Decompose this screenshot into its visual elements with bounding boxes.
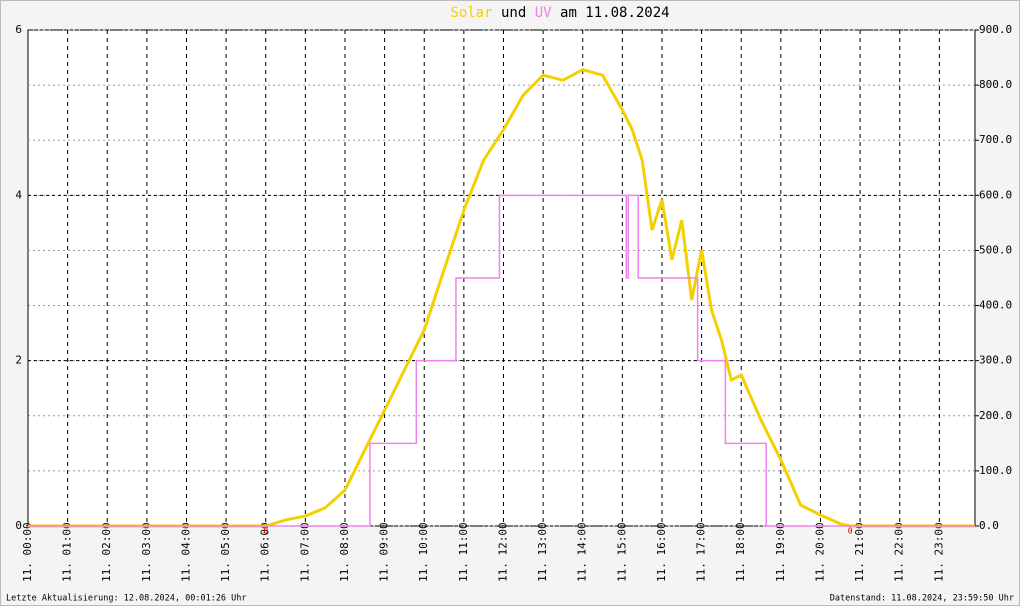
y2-tick-label: 800.0 xyxy=(979,78,1012,91)
series-line xyxy=(28,68,975,528)
chart-title: Solar und UV am 11.08.2024 xyxy=(450,5,669,21)
y-tick-label: 4 xyxy=(15,188,22,201)
plot-area xyxy=(27,29,976,527)
title-solar: Solar xyxy=(450,5,492,21)
x-tick-label: 11. 03:00 xyxy=(140,522,153,582)
x-tick-label: 11. 14:00 xyxy=(576,522,589,582)
x-tick-label: 11. 10:00 xyxy=(417,522,430,582)
y2-tick-label: 500.0 xyxy=(979,243,1012,256)
x-tick-label: 11. 16:00 xyxy=(655,522,668,582)
title-uv: UV xyxy=(535,5,552,21)
title-word: und xyxy=(501,5,526,21)
x-tick-label: 11. 19:00 xyxy=(774,522,787,582)
x-tick-label: 11. 12:00 xyxy=(496,522,509,582)
annotation: 0 xyxy=(263,527,268,536)
x-tick-label: 11. 17:00 xyxy=(695,522,708,582)
y2-tick-label: 900.0 xyxy=(979,23,1012,36)
y-tick-label: 6 xyxy=(15,23,22,36)
x-tick-label: 11. 01:00 xyxy=(61,522,74,582)
y2-tick-label: 700.0 xyxy=(979,133,1012,146)
x-tick-label: 11. 08:00 xyxy=(338,522,351,582)
y2-tick-label: 600.0 xyxy=(979,188,1012,201)
series-line xyxy=(28,194,975,527)
x-tick-label: 11. 15:00 xyxy=(615,522,628,582)
y-tick-label: 2 xyxy=(15,354,22,367)
footer-right: Datenstand: 11.08.2024, 23:59:50 Uhr xyxy=(830,594,1014,604)
annotation: 0 xyxy=(848,527,853,536)
y2-tick-label: 400.0 xyxy=(979,299,1012,312)
y-tick-label: 0 xyxy=(15,519,22,532)
y2-tick-label: 100.0 xyxy=(979,464,1012,477)
x-tick-label: 11. 07:00 xyxy=(298,522,311,582)
x-tick-label: 11. 04:00 xyxy=(179,522,192,582)
x-tick-label: 11. 00:00 xyxy=(21,522,34,582)
x-tick-label: 11. 09:00 xyxy=(378,522,391,582)
x-tick-label: 11. 11:00 xyxy=(457,522,470,582)
footer-left: Letzte Aktualisierung: 12.08.2024, 00:01… xyxy=(6,594,247,604)
y2-tick-label: 200.0 xyxy=(979,409,1012,422)
x-tick-label: 11. 02:00 xyxy=(100,522,113,582)
x-tick-label: 11. 18:00 xyxy=(734,522,747,582)
x-tick-label: 11. 23:00 xyxy=(932,522,945,582)
x-tick-label: 11. 21:00 xyxy=(853,522,866,582)
y2-tick-label: 0.0 xyxy=(979,519,999,532)
x-tick-label: 11. 05:00 xyxy=(219,522,232,582)
title-suffix: am 11.08.2024 xyxy=(560,5,670,21)
x-tick-label: 11. 22:00 xyxy=(893,522,906,582)
x-tick-label: 11. 06:00 xyxy=(259,522,272,582)
y2-tick-label: 300.0 xyxy=(979,354,1012,367)
x-tick-label: 11. 13:00 xyxy=(536,522,549,582)
x-tick-label: 11. 20:00 xyxy=(813,522,826,582)
